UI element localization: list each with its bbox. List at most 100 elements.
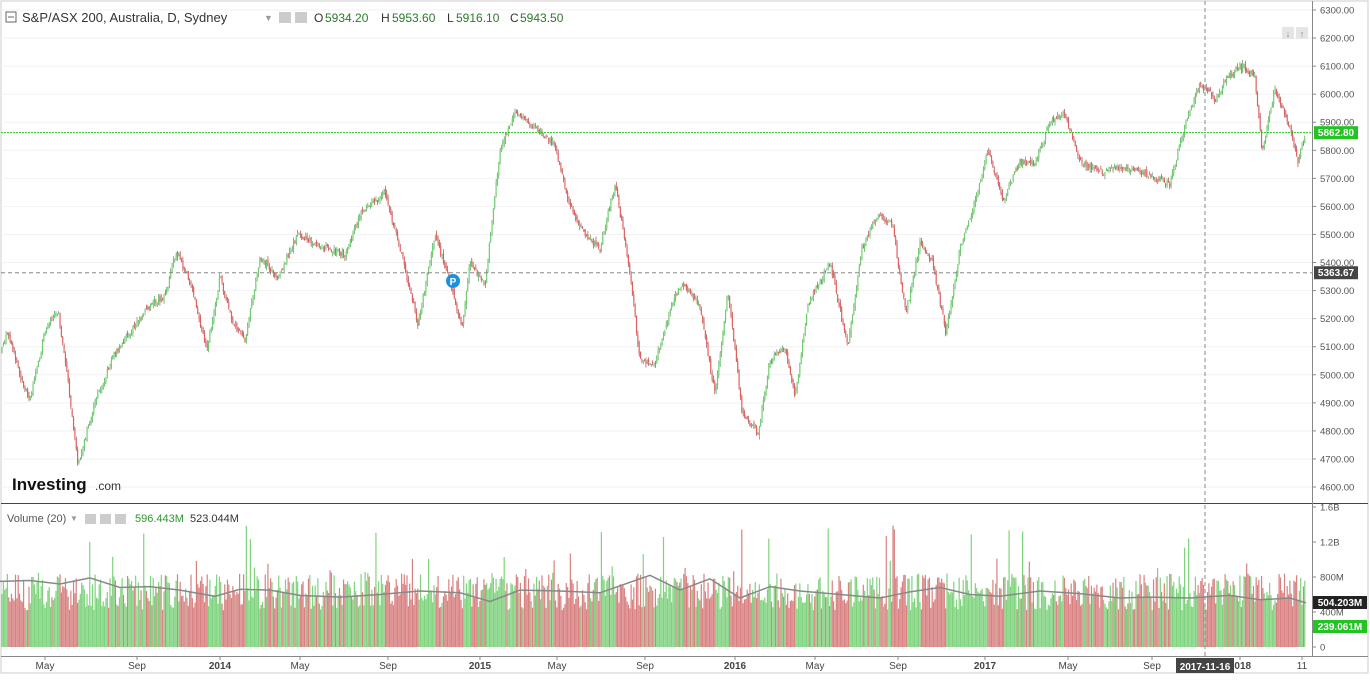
volume-bar: [315, 595, 318, 647]
chevron-down-icon[interactable]: ▼: [264, 13, 273, 23]
volume-bar: [1159, 577, 1161, 647]
candle-body: [89, 420, 91, 426]
candle-body: [1059, 115, 1061, 120]
volume-bar: [579, 607, 581, 647]
volume-settings-icon[interactable]: [100, 514, 111, 524]
candle-body: [1271, 102, 1273, 108]
candle-body: [1097, 168, 1099, 172]
candle-body: [550, 138, 553, 144]
volume-bar: [1193, 591, 1195, 647]
volume-bar: [1092, 593, 1094, 647]
time-tick-label: 2015: [469, 661, 492, 672]
candle-body: [978, 183, 980, 192]
volume-bar: [816, 589, 818, 647]
candle-body: [263, 259, 265, 261]
candle-body: [225, 295, 227, 299]
collapse-icon[interactable]: [5, 11, 17, 23]
volume-bar: [1140, 584, 1142, 647]
candle-body: [511, 118, 513, 124]
volume-bar: [306, 596, 308, 647]
volume-bar: [1212, 579, 1214, 647]
volume-chevron-icon[interactable]: ▼: [70, 514, 78, 523]
candle-body: [729, 295, 731, 305]
candle-body: [658, 348, 661, 350]
volume-bar: [290, 605, 292, 647]
volume-bar: [915, 607, 917, 647]
volume-bar: [118, 597, 121, 647]
candle-body: [194, 296, 196, 300]
settings-icon[interactable]: [295, 12, 307, 23]
volume-bar: [621, 586, 623, 647]
volume-eye-icon[interactable]: [85, 514, 96, 524]
volume-bar: [1283, 573, 1286, 647]
volume-bar: [720, 606, 723, 647]
eye-icon[interactable]: [279, 12, 291, 23]
volume-bar: [261, 601, 264, 647]
candle-body: [361, 210, 364, 212]
event-marker[interactable]: P: [446, 274, 460, 288]
upload-icon[interactable]: [1296, 27, 1308, 39]
volume-bar: [36, 581, 38, 647]
candle-body: [6, 333, 8, 335]
volume-close-icon[interactable]: [115, 514, 126, 524]
volume-bar: [330, 572, 332, 647]
candle-body: [95, 397, 98, 403]
logo-main: Investing: [12, 475, 87, 494]
candle-body: [946, 325, 948, 335]
volume-bar: [961, 605, 963, 647]
candle-body: [949, 311, 951, 317]
candle-body: [734, 341, 736, 350]
volume-bar: [163, 591, 165, 647]
candle-body: [1115, 166, 1117, 170]
candle-body: [922, 243, 924, 247]
last-volume-label: 239.061M: [1318, 622, 1362, 633]
candle-body: [388, 205, 391, 210]
candle-body: [808, 303, 810, 305]
volume-bar: [418, 599, 420, 647]
candle-body: [657, 349, 659, 359]
download-icon[interactable]: [1282, 27, 1294, 39]
candle-body: [945, 323, 947, 334]
candle-body: [988, 150, 990, 155]
candle-body: [91, 412, 94, 421]
candle-body: [360, 211, 362, 218]
volume-bar: [58, 577, 60, 647]
candle-body: [513, 114, 515, 120]
volume-bar: [500, 576, 503, 647]
volume-bar: [895, 578, 897, 647]
volume-bar: [939, 582, 941, 647]
volume-bar: [326, 590, 328, 647]
candle-body: [324, 247, 326, 249]
candle-body: [47, 326, 49, 329]
candle-body: [442, 252, 445, 264]
volume-bar: [345, 583, 347, 647]
candle-body: [773, 354, 775, 361]
candle-body: [869, 229, 871, 236]
volume-bar: [727, 577, 729, 647]
volume-bar: [654, 588, 656, 647]
volume-title: Volume (20): [7, 513, 66, 525]
volume-bar: [1142, 597, 1144, 647]
volume-bar: [1162, 600, 1164, 647]
volume-legend: Volume (20) ▼ 596.443M 523.044M: [7, 513, 239, 525]
volume-bar: [1292, 606, 1294, 647]
candle-body: [649, 363, 651, 365]
volume-bar: [652, 590, 654, 647]
volume-bar: [1278, 574, 1280, 647]
volume-bar: [540, 599, 542, 647]
volume-bar: [411, 558, 413, 647]
volume-bar: [60, 592, 62, 647]
volume-bar: [661, 597, 663, 647]
candle-body: [845, 331, 847, 335]
candle-body: [392, 222, 395, 226]
volume-bar: [931, 587, 933, 647]
volume-bar: [363, 605, 365, 647]
candle-body: [642, 360, 644, 362]
volume-bar: [241, 604, 243, 647]
candle-body: [826, 269, 828, 271]
volume-bar: [1171, 585, 1174, 647]
volume-bar: [1123, 576, 1125, 647]
candle-body: [1254, 75, 1256, 77]
